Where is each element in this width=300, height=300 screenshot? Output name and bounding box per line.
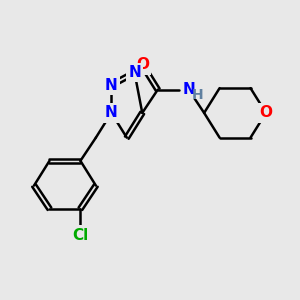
Text: N: N [128, 65, 141, 80]
Text: N: N [182, 82, 195, 97]
Text: O: O [136, 57, 149, 72]
Text: N: N [105, 105, 118, 120]
Text: N: N [105, 78, 118, 93]
Text: H: H [192, 88, 204, 102]
Text: O: O [260, 105, 272, 120]
Text: Cl: Cl [72, 228, 88, 243]
